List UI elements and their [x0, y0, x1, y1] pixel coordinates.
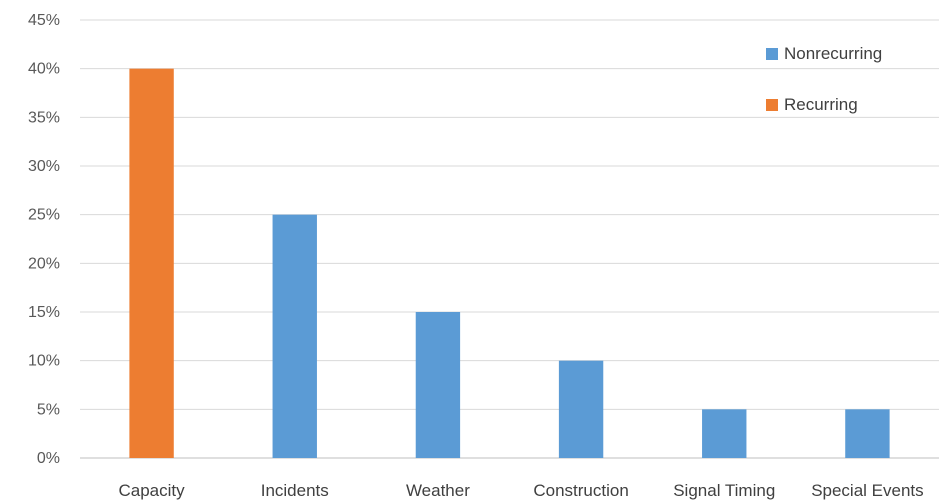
gridlines	[80, 19, 939, 459]
bar-special-events	[845, 409, 890, 458]
y-tick-label: 45%	[28, 12, 60, 29]
y-tick-label: 30%	[28, 158, 60, 175]
x-category-label: Special Events	[811, 481, 923, 500]
y-tick-label: 5%	[37, 401, 60, 418]
bar-signal-timing	[702, 409, 747, 458]
y-axis-tick-labels: 0% 5% 10% 15% 20% 25% 30% 35% 40% 45%	[28, 12, 60, 467]
x-category-label: Capacity	[119, 481, 186, 500]
legend-swatch	[766, 48, 778, 60]
bar-weather	[415, 312, 461, 458]
y-tick-label: 15%	[28, 304, 60, 321]
y-tick-label: 20%	[28, 255, 60, 272]
x-category-label: Construction	[533, 481, 628, 500]
y-tick-label: 25%	[28, 207, 60, 224]
bars	[129, 68, 890, 459]
y-tick-label: 10%	[28, 353, 60, 370]
x-category-label: Incidents	[261, 481, 329, 500]
legend-label: Nonrecurring	[784, 44, 882, 63]
y-tick-label: 40%	[28, 61, 60, 78]
legend-swatch	[766, 99, 778, 111]
legend-label: Recurring	[784, 95, 858, 114]
bar-capacity	[129, 68, 174, 459]
x-category-label: Weather	[406, 481, 470, 500]
bar-incidents	[272, 214, 317, 458]
y-tick-label: 0%	[37, 450, 60, 467]
y-tick-label: 35%	[28, 109, 60, 126]
legend: Nonrecurring Recurring	[766, 44, 882, 114]
x-category-label: Signal Timing	[673, 481, 775, 500]
bar-construction	[558, 360, 604, 458]
x-axis-category-labels: Capacity Incidents Weather Construction Sign…	[119, 481, 924, 500]
